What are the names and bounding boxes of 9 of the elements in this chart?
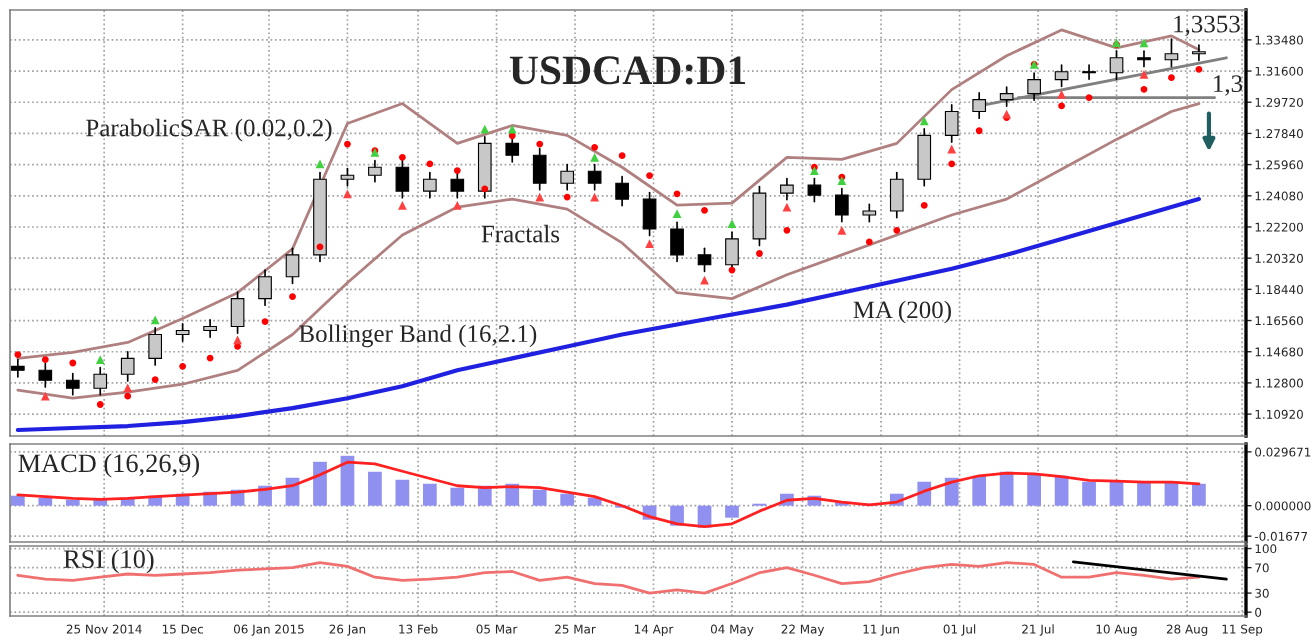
chart-title: RSI (10) bbox=[63, 549, 154, 574]
annotation: Bollinger Band (16,2.1) bbox=[299, 324, 537, 348]
text: USDCAD:D1 bbox=[509, 56, 746, 85]
chart-title: MACD (16,26,9) bbox=[18, 453, 199, 478]
annotation: ParabolicSAR (0.02,0.2) bbox=[86, 118, 332, 142]
annotation: MA (200) bbox=[853, 300, 951, 324]
annotation: 1,3353 bbox=[1174, 15, 1240, 37]
annotation: 1,3 bbox=[1214, 75, 1243, 96]
annotation: Fractals bbox=[481, 224, 560, 243]
